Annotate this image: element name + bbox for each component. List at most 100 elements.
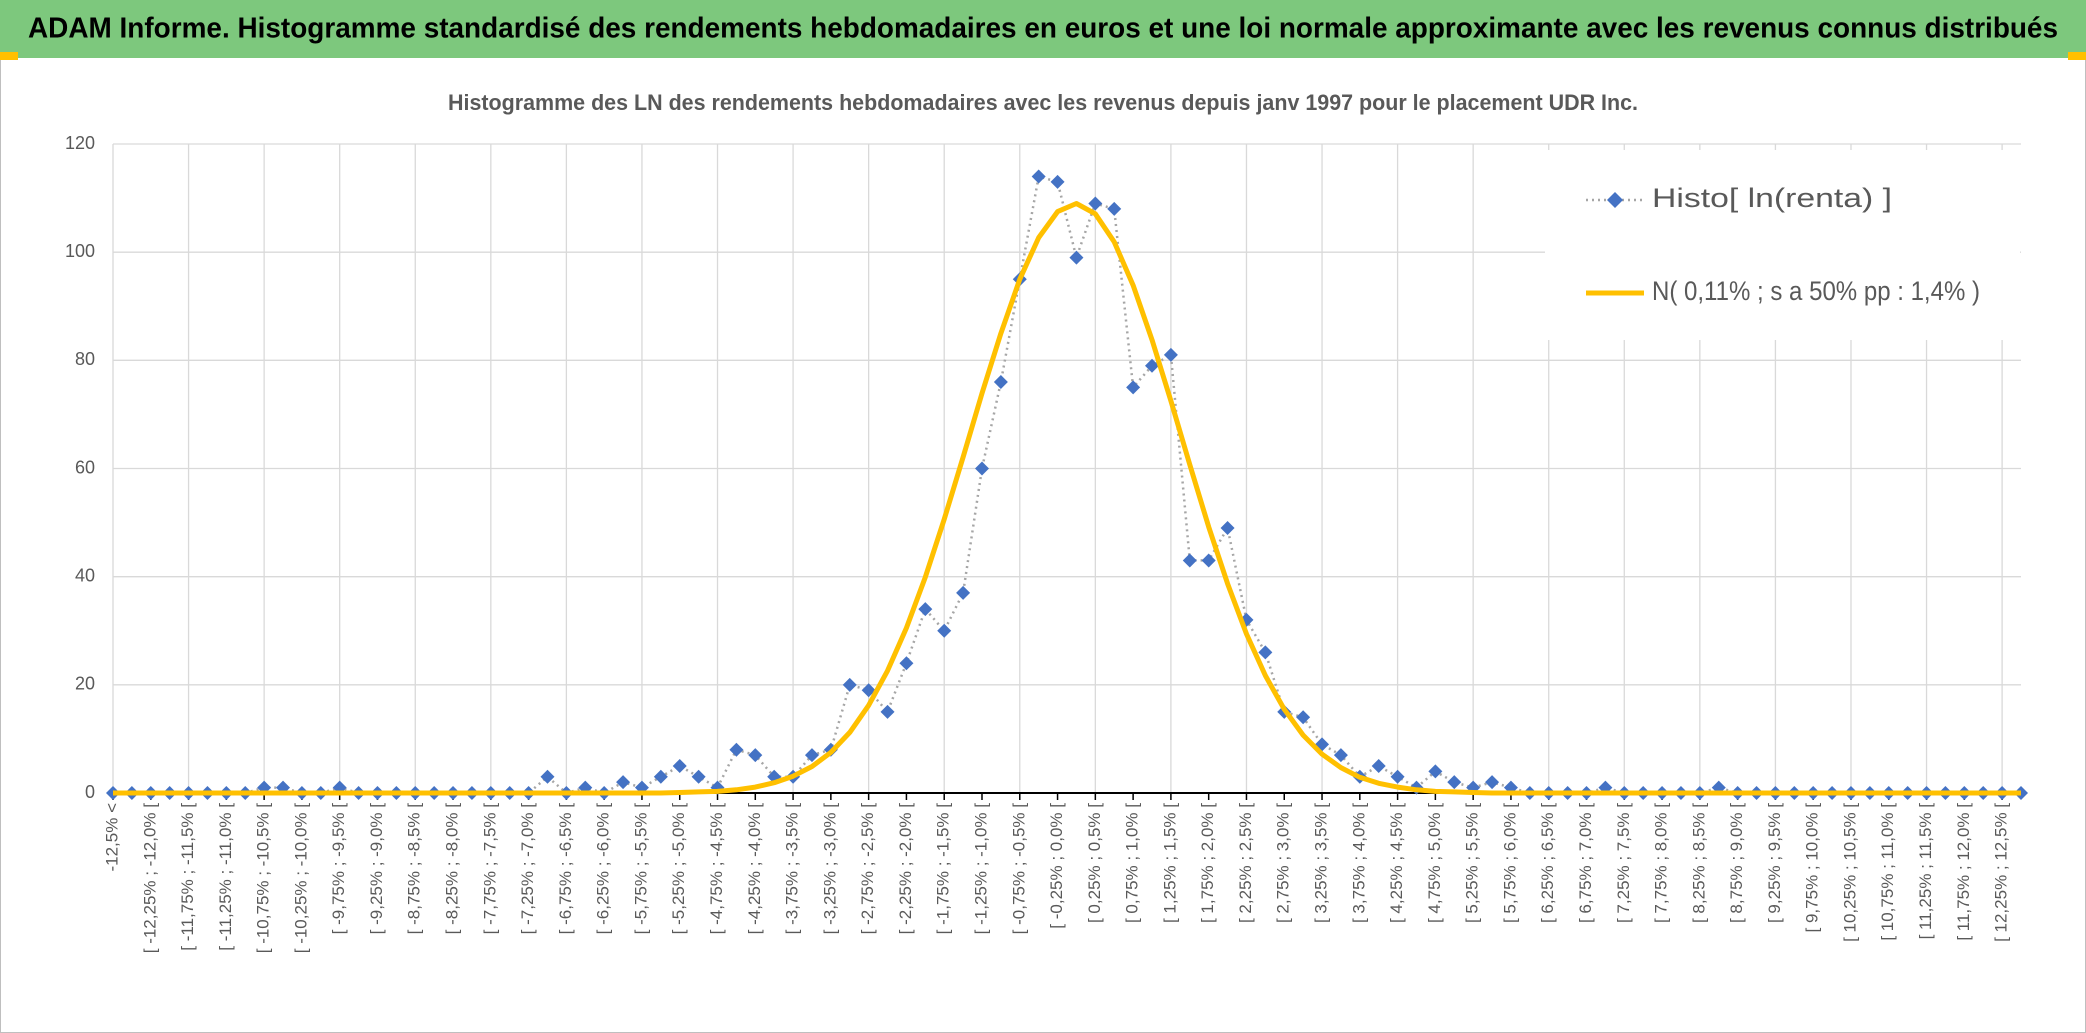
x-tick-label: [ -7,25% ; -7,0% [	[518, 803, 537, 935]
x-tick-label: [ 8,75% ; 9,0% [	[1727, 803, 1746, 923]
diamond-marker	[1333, 748, 1348, 763]
x-tick-label: [ -1,25% ; -1,0% [	[971, 803, 990, 935]
x-tick-label: [ 5,75% ; 6,0% [	[1500, 803, 1519, 923]
x-tick-label: [ -9,75% ; -9,5% [	[329, 803, 348, 935]
x-tick-label: [ 12,25% ; 12,5% [	[1992, 803, 2011, 942]
chart-title: Histogramme des LN des rendements hebdom…	[448, 90, 1638, 115]
diamond-marker	[691, 769, 706, 784]
x-tick-label: [ -1,75% ; -1,5% [	[934, 803, 953, 935]
legend-label: N( 0,11% ; s a 50% pp : 1,4% )	[1652, 276, 1980, 306]
diamond-marker	[937, 623, 952, 638]
diamond-marker	[672, 758, 687, 773]
diamond-marker	[804, 748, 819, 763]
x-tick-label: [ 3,75% ; 4,0% [	[1349, 803, 1368, 923]
diamond-marker	[540, 769, 555, 784]
diamond-marker	[1182, 553, 1197, 568]
x-tick-label: [ -6,75% ; -6,5% [	[556, 803, 575, 935]
y-tick-label: 120	[65, 133, 95, 153]
diamond-marker	[1296, 710, 1311, 725]
x-tick-label: [ -2,25% ; -2,0% [	[896, 803, 915, 935]
diamond-marker	[899, 656, 914, 671]
diamond-marker	[1031, 169, 1046, 184]
series-line	[113, 174, 2021, 795]
y-tick-label: 20	[75, 674, 95, 694]
x-tick-label: [ -8,25% ; -8,0% [	[443, 803, 462, 935]
diamond-marker	[1088, 196, 1103, 211]
x-tick-label: -12,5% <	[102, 803, 121, 872]
x-tick-label: [ 7,75% ; 8,0% [	[1652, 803, 1671, 923]
x-tick-label: [ -8,75% ; -8,5% [	[405, 803, 424, 935]
x-tick-label: [ 0,25% ; 0,5% [	[1085, 803, 1104, 923]
x-tick-label: [ 2,75% ; 3,0% [	[1274, 803, 1293, 923]
diamond-marker	[1428, 764, 1443, 779]
x-tick-label: [ 11,25% ; 11,5% [	[1916, 803, 1935, 940]
x-tick-label: [ 1,25% ; 1,5% [	[1160, 803, 1179, 923]
diamond-marker	[1050, 174, 1065, 189]
corner	[0, 52, 18, 60]
diamond-marker	[1107, 201, 1122, 216]
corner	[2068, 52, 2086, 60]
x-tick-label: [ -0,75% ; -0,5% [	[1009, 803, 1028, 935]
x-tick-label: [ 5,25% ; 5,5% [	[1463, 803, 1482, 923]
x-tick-label: [ 2,25% ; 2,5% [	[1236, 803, 1255, 923]
x-tick-label: [ -10,25% ; -10,0% [	[291, 803, 310, 954]
diamond-marker	[1220, 520, 1235, 535]
x-tick-label: [ -7,75% ; -7,5% [	[480, 803, 499, 935]
diamond-marker	[842, 677, 857, 692]
x-tick-label: [ 9,75% ; 10,0% [	[1803, 803, 1822, 933]
diamond-marker	[1145, 358, 1160, 373]
x-tick-label: [ -6,25% ; -6,0% [	[594, 803, 613, 935]
x-tick-label: [ -2,75% ; -2,5% [	[858, 803, 877, 935]
diamond-marker	[1447, 775, 1462, 790]
legend-marker	[1607, 192, 1623, 208]
x-tick-label: [ -12,25% ; -12,0% [	[140, 803, 159, 954]
x-tick-label: [ 6,25% ; 6,5% [	[1538, 803, 1557, 923]
x-tick-label: [ -4,25% ; -4,0% [	[745, 803, 764, 935]
x-tick-label: [ 11,75% ; 12,0% [	[1954, 803, 1973, 941]
x-tick-label: [ -10,75% ; -10,5% [	[254, 803, 273, 954]
y-tick-label: 40	[75, 565, 95, 585]
header-title: ADAM Informe. Histogramme standardisé de…	[28, 13, 2058, 45]
x-tick-label: [ -3,75% ; -3,5% [	[783, 803, 802, 935]
x-tick-label: [ 4,75% ; 5,0% [	[1425, 803, 1444, 923]
diamond-marker	[1069, 250, 1084, 265]
diamond-marker	[1485, 775, 1500, 790]
diamond-marker	[993, 374, 1008, 389]
diamond-marker	[1390, 769, 1405, 784]
diamond-marker	[1163, 347, 1178, 362]
x-tick-label: [ -5,75% ; -5,5% [	[631, 803, 650, 935]
diamond-marker	[974, 461, 989, 476]
x-tick-label: [ -11,75% ; -11,5% [	[178, 803, 197, 951]
y-tick-label: 0	[85, 782, 95, 802]
x-tick-label: [ 10,25% ; 10,5% [	[1840, 803, 1859, 942]
x-tick-label: [ 0,75% ; 1,0% [	[1123, 803, 1142, 923]
x-tick-label: [ 3,25% ; 3,5% [	[1312, 803, 1331, 923]
diamond-marker	[956, 585, 971, 600]
x-tick-label: [ -11,25% ; -11,0% [	[216, 803, 235, 951]
series-line	[113, 201, 2021, 796]
diamond-marker	[729, 742, 744, 757]
x-tick-label: [ -0,25% ; 0,0% [	[1047, 803, 1066, 929]
diamond-marker	[1371, 758, 1386, 773]
diamond-marker	[1126, 380, 1141, 395]
x-tick-label: [ 8,25% ; 8,5% [	[1689, 803, 1708, 923]
header-bar	[0, 0, 2086, 58]
x-tick-label: [ 10,75% ; 11,0% [	[1878, 803, 1897, 941]
diamond-marker	[1201, 553, 1216, 568]
diamond-marker	[918, 602, 933, 617]
y-tick-label: 60	[75, 457, 95, 477]
x-tick-label: [ -9,25% ; -9,0% [	[367, 803, 386, 935]
x-tick-label: [ -3,25% ; -3,0% [	[820, 803, 839, 935]
legend-box	[1545, 150, 2020, 340]
diamond-marker	[616, 775, 631, 790]
x-tick-label: [ 6,75% ; 7,0% [	[1576, 803, 1595, 923]
y-tick-label: 100	[65, 241, 95, 261]
y-tick-label: 80	[75, 349, 95, 369]
x-tick-label: [ 9,25% ; 9,5% [	[1765, 803, 1784, 923]
diamond-marker	[748, 748, 763, 763]
legend-label: Histo[ ln(renta) ]	[1652, 183, 1892, 213]
diamond-marker	[1258, 645, 1273, 660]
x-tick-label: [ -5,25% ; -5,0% [	[669, 803, 688, 935]
x-tick-label: [ 4,25% ; 4,5% [	[1387, 803, 1406, 923]
